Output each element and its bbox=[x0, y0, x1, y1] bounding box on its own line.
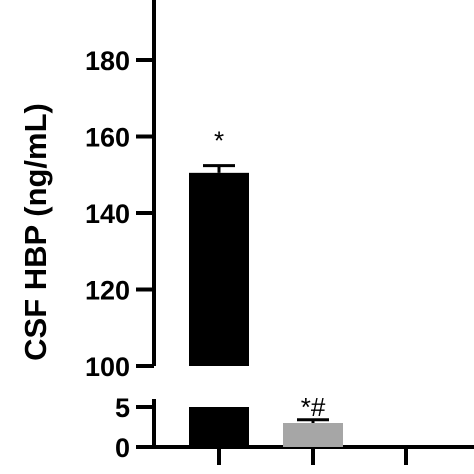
bar bbox=[376, 445, 436, 447]
y-tick-labels: 100 120 140 160 180 0 5 bbox=[85, 46, 130, 463]
bar-lower-segment bbox=[189, 407, 249, 447]
y-tick-label: 180 bbox=[85, 46, 130, 76]
y-tick-label: 0 bbox=[115, 433, 130, 463]
y-tick-label: 100 bbox=[85, 352, 130, 382]
y-tick-label: 160 bbox=[85, 123, 130, 153]
error-bars bbox=[203, 164, 329, 423]
y-axis-title: CSF HBP (ng/mL) bbox=[18, 103, 53, 361]
bar bbox=[283, 423, 343, 447]
significance-marker: *# bbox=[301, 392, 326, 422]
bar-annotations: * *# bbox=[214, 126, 326, 422]
y-tick-label: 120 bbox=[85, 276, 130, 306]
significance-marker: * bbox=[214, 126, 224, 156]
y-tick-label: 140 bbox=[85, 199, 130, 229]
y-tick-label: 5 bbox=[115, 393, 130, 423]
bar bbox=[189, 172, 249, 366]
bars bbox=[189, 172, 436, 447]
